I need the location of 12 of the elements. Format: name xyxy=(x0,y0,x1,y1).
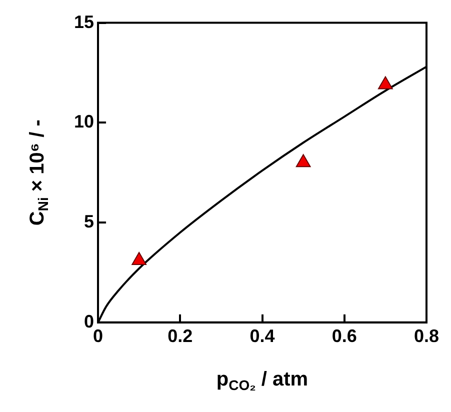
x-tick-label: 0.2 xyxy=(168,326,193,346)
y-tick-label: 10 xyxy=(74,112,94,132)
point xyxy=(132,252,147,265)
y-axis-title: CNi × 10⁶ / - xyxy=(26,120,51,226)
point xyxy=(296,154,311,168)
point xyxy=(378,76,393,90)
y-tick-label: 5 xyxy=(84,212,94,232)
y-tick-label: 15 xyxy=(74,12,94,32)
x-tick-label: 0.4 xyxy=(250,326,275,346)
x-tick-label: 0.8 xyxy=(414,326,440,346)
y-tick-label: 0 xyxy=(84,311,94,332)
x-tick-label: 0.6 xyxy=(332,326,357,346)
